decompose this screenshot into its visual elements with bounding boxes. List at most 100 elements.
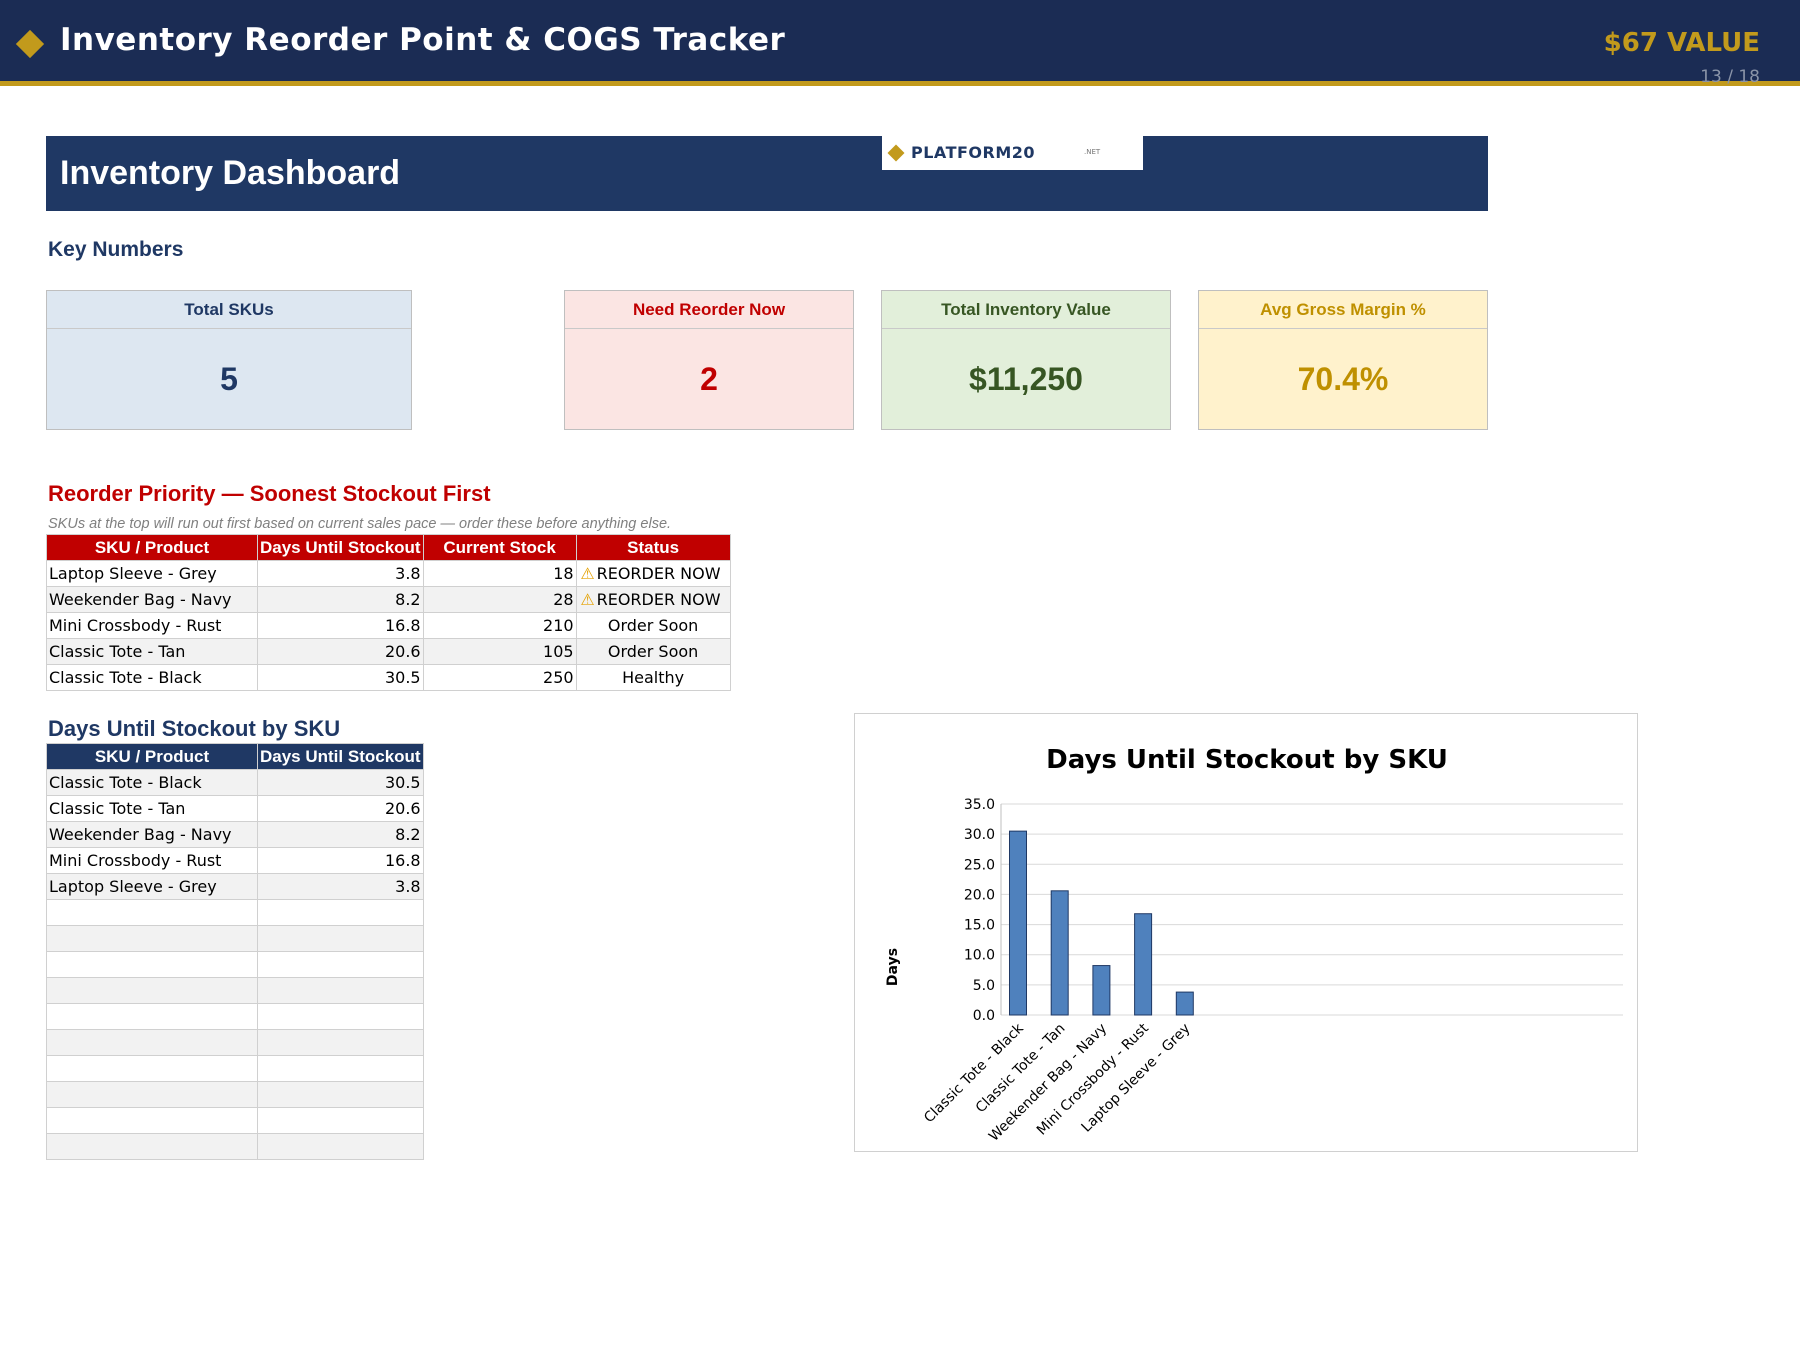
- table-row[interactable]: Mini Crossbody - Rust 16.8 210 Order Soon: [46, 612, 731, 639]
- days-cell[interactable]: 3.8: [257, 873, 424, 900]
- table-row[interactable]: Classic Tote - Black 30.5: [46, 769, 424, 796]
- stock-cell[interactable]: 28: [422, 586, 577, 613]
- platform-logo: PLATFORM20 .NET: [882, 136, 1143, 170]
- days-cell[interactable]: 16.8: [257, 612, 424, 639]
- sku-cell[interactable]: Mini Crossbody - Rust: [46, 847, 258, 874]
- sku-cell[interactable]: Classic Tote - Black: [46, 664, 258, 691]
- status-label: Order Soon: [607, 642, 699, 661]
- days-cell[interactable]: [257, 977, 424, 1004]
- status-label: Healthy: [622, 668, 685, 687]
- days-cell[interactable]: [257, 1081, 424, 1108]
- table-row[interactable]: [46, 925, 424, 952]
- bar[interactable]: [1092, 965, 1111, 1016]
- table-row[interactable]: [46, 951, 424, 978]
- table-row[interactable]: [46, 1081, 424, 1108]
- column-header[interactable]: SKU / Product: [46, 743, 258, 770]
- status-cell[interactable]: ⚠ REORDER NOW: [575, 560, 731, 587]
- days-cell[interactable]: 8.2: [257, 586, 424, 613]
- status-cell[interactable]: Order Soon: [575, 612, 731, 639]
- table-row[interactable]: [46, 1055, 424, 1082]
- kpi-total-skus: Total SKUs 5: [46, 290, 412, 430]
- stock-cell[interactable]: 105: [422, 638, 577, 665]
- status-cell[interactable]: ⚠ REORDER NOW: [575, 586, 731, 613]
- sku-cell[interactable]: [46, 925, 258, 952]
- table-row[interactable]: Weekender Bag - Navy 8.2 28 ⚠ REORDER NOW: [46, 586, 731, 613]
- table-row[interactable]: Classic Tote - Tan 20.6 105 Order Soon: [46, 638, 731, 665]
- column-header[interactable]: Days Until Stockout: [257, 743, 424, 770]
- value-badge: $67 VALUE: [1603, 28, 1760, 58]
- bar[interactable]: [1009, 830, 1027, 1016]
- table-row[interactable]: [46, 1029, 424, 1056]
- sku-cell[interactable]: [46, 977, 258, 1004]
- y-tick-label: 10.0: [964, 948, 995, 964]
- stock-cell[interactable]: 18: [422, 560, 577, 587]
- sku-cell[interactable]: Weekender Bag - Navy: [46, 586, 258, 613]
- days-cell[interactable]: [257, 1003, 424, 1030]
- days-cell[interactable]: [257, 1107, 424, 1134]
- days-cell[interactable]: 3.8: [257, 560, 424, 587]
- days-cell[interactable]: [257, 925, 424, 952]
- stockout-chart[interactable]: Days Until Stockout by SKU 0.0 5.0 10.0 15.0…: [854, 713, 1638, 1152]
- stock-cell[interactable]: 250: [422, 664, 577, 691]
- days-cell[interactable]: [257, 1055, 424, 1082]
- bar[interactable]: [1050, 890, 1069, 1016]
- diamond-icon: [15, 29, 45, 59]
- table-row[interactable]: Laptop Sleeve - Grey 3.8: [46, 873, 424, 900]
- kpi-value: 5: [220, 361, 238, 397]
- bar[interactable]: [1134, 913, 1153, 1016]
- table-row[interactable]: Classic Tote - Black 30.5 250 Healthy: [46, 664, 731, 691]
- table-row[interactable]: [46, 977, 424, 1004]
- days-cell[interactable]: [257, 951, 424, 978]
- days-cell[interactable]: [257, 1029, 424, 1056]
- sku-cell[interactable]: Laptop Sleeve - Grey: [46, 560, 258, 587]
- dashboard-title: Inventory Dashboard: [60, 154, 401, 192]
- sku-cell[interactable]: [46, 1133, 258, 1160]
- sku-cell[interactable]: [46, 1107, 258, 1134]
- sku-cell[interactable]: Mini Crossbody - Rust: [46, 612, 258, 639]
- sku-cell[interactable]: [46, 1055, 258, 1082]
- bar[interactable]: [1175, 991, 1194, 1016]
- status-cell[interactable]: Order Soon: [575, 638, 731, 665]
- days-cell[interactable]: 8.2: [257, 821, 424, 848]
- chart-svg: Days Until Stockout by SKU 0.0 5.0 10.0 15.0…: [885, 745, 1623, 1145]
- sku-cell[interactable]: Classic Tote - Black: [46, 769, 258, 796]
- table-row[interactable]: [46, 1133, 424, 1160]
- column-header[interactable]: Status: [575, 534, 731, 561]
- sku-cell[interactable]: [46, 951, 258, 978]
- kpi-value: 2: [700, 361, 718, 397]
- column-header[interactable]: Current Stock: [422, 534, 577, 561]
- days-cell[interactable]: 20.6: [257, 795, 424, 822]
- sku-cell[interactable]: Classic Tote - Tan: [46, 638, 258, 665]
- status-label: Order Soon: [607, 616, 699, 635]
- sku-cell[interactable]: Classic Tote - Tan: [46, 795, 258, 822]
- days-cell[interactable]: 16.8: [257, 847, 424, 874]
- sku-cell[interactable]: Laptop Sleeve - Grey: [46, 873, 258, 900]
- days-cell[interactable]: [257, 1133, 424, 1160]
- days-cell[interactable]: [257, 899, 424, 926]
- sku-cell[interactable]: [46, 1003, 258, 1030]
- sku-cell[interactable]: Weekender Bag - Navy: [46, 821, 258, 848]
- sku-cell[interactable]: [46, 1029, 258, 1056]
- table-row[interactable]: [46, 1107, 424, 1134]
- days-cell[interactable]: 30.5: [257, 664, 424, 691]
- table-row[interactable]: [46, 1003, 424, 1030]
- table-row[interactable]: Laptop Sleeve - Grey 3.8 18 ⚠ REORDER NOW: [46, 560, 731, 587]
- top-banner: Inventory Reorder Point & COGS Tracker $…: [0, 0, 1800, 87]
- stock-cell[interactable]: 210: [422, 612, 577, 639]
- dashboard-header: Inventory Dashboard: [46, 136, 1488, 211]
- status-label: REORDER NOW: [596, 590, 721, 609]
- kpi-label: Total SKUs: [47, 291, 411, 329]
- y-axis-label: Days: [885, 948, 901, 986]
- table-row[interactable]: Weekender Bag - Navy 8.2: [46, 821, 424, 848]
- key-numbers-heading: Key Numbers: [48, 238, 184, 261]
- days-cell[interactable]: 20.6: [257, 638, 424, 665]
- days-cell[interactable]: 30.5: [257, 769, 424, 796]
- table-row[interactable]: Classic Tote - Tan 20.6: [46, 795, 424, 822]
- column-header[interactable]: SKU / Product: [46, 534, 258, 561]
- table-row[interactable]: Mini Crossbody - Rust 16.8: [46, 847, 424, 874]
- sku-cell[interactable]: [46, 899, 258, 926]
- table-row[interactable]: [46, 899, 424, 926]
- sku-cell[interactable]: [46, 1081, 258, 1108]
- column-header[interactable]: Days Until Stockout: [257, 534, 424, 561]
- status-cell[interactable]: Healthy: [575, 664, 731, 691]
